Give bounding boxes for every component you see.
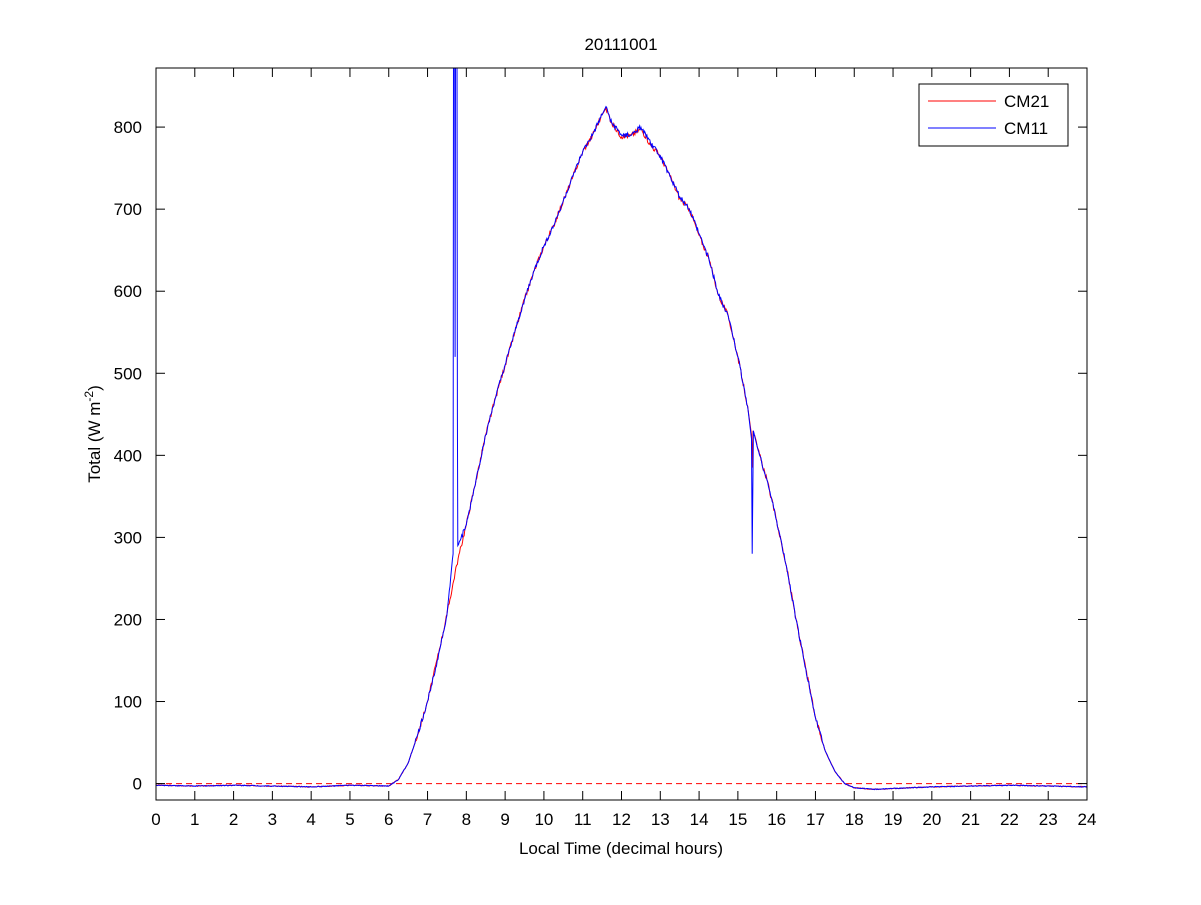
plot-area bbox=[156, 68, 1087, 800]
y-tick-label: 200 bbox=[114, 610, 142, 629]
y-tick-label: 600 bbox=[114, 282, 142, 301]
x-tick-label: 3 bbox=[268, 810, 277, 829]
y-tick-label: 0 bbox=[133, 775, 142, 794]
x-tick-label: 14 bbox=[690, 810, 709, 829]
y-tick-label: 300 bbox=[114, 528, 142, 547]
legend-label-cm21: CM21 bbox=[1004, 92, 1049, 111]
x-tick-label: 23 bbox=[1039, 810, 1058, 829]
y-tick-label: 700 bbox=[114, 200, 142, 219]
x-tick-label: 10 bbox=[534, 810, 553, 829]
x-tick-label: 1 bbox=[190, 810, 199, 829]
y-label-superscript: -2 bbox=[82, 391, 96, 402]
chart-title: 20111001 bbox=[584, 35, 657, 54]
y-tick-label: 100 bbox=[114, 693, 142, 712]
x-tick-label: 24 bbox=[1078, 810, 1097, 829]
x-tick-label: 6 bbox=[384, 810, 393, 829]
x-tick-label: 18 bbox=[845, 810, 864, 829]
x-tick-label: 15 bbox=[728, 810, 747, 829]
x-tick-label: 0 bbox=[151, 810, 160, 829]
y-tick-label: 400 bbox=[114, 446, 142, 465]
x-tick-label: 17 bbox=[806, 810, 825, 829]
x-tick-label: 13 bbox=[651, 810, 670, 829]
x-tick-label: 4 bbox=[306, 810, 315, 829]
x-tick-label: 20 bbox=[922, 810, 941, 829]
legend-label-cm11: CM11 bbox=[1004, 119, 1048, 138]
y-label-main: Total (W m bbox=[85, 402, 104, 483]
series-line-cm11 bbox=[156, 68, 1087, 791]
x-tick-label: 16 bbox=[767, 810, 786, 829]
x-tick-label: 22 bbox=[1000, 810, 1019, 829]
x-tick-label: 19 bbox=[884, 810, 903, 829]
x-tick-label: 12 bbox=[612, 810, 631, 829]
x-tick-label: 5 bbox=[345, 810, 354, 829]
x-axis-label: Local Time (decimal hours) bbox=[519, 839, 723, 858]
x-tick-label: 2 bbox=[229, 810, 238, 829]
x-tick-label: 21 bbox=[961, 810, 980, 829]
y-label-end: ) bbox=[85, 385, 104, 391]
y-tick-label: 500 bbox=[114, 364, 142, 383]
legend-box bbox=[918, 83, 1069, 147]
x-tick-label: 7 bbox=[423, 810, 432, 829]
y-axis-label: Total (W m-2) bbox=[82, 385, 104, 483]
y-axis: 0 100 200 300 400 500 600 700 800 bbox=[114, 118, 1087, 794]
x-axis: 0 1 2 3 4 5 6 7 8 9 10 11 12 13 14 15 16 17 18 19 20 21 22 23 24 bbox=[151, 68, 1096, 829]
y-tick-label: 800 bbox=[114, 118, 142, 137]
x-tick-label: 9 bbox=[500, 810, 509, 829]
series-group bbox=[156, 68, 1087, 791]
x-tick-label: 11 bbox=[574, 810, 592, 829]
x-tick-label: 8 bbox=[462, 810, 471, 829]
legend: CM21 CM11 bbox=[918, 83, 1069, 147]
